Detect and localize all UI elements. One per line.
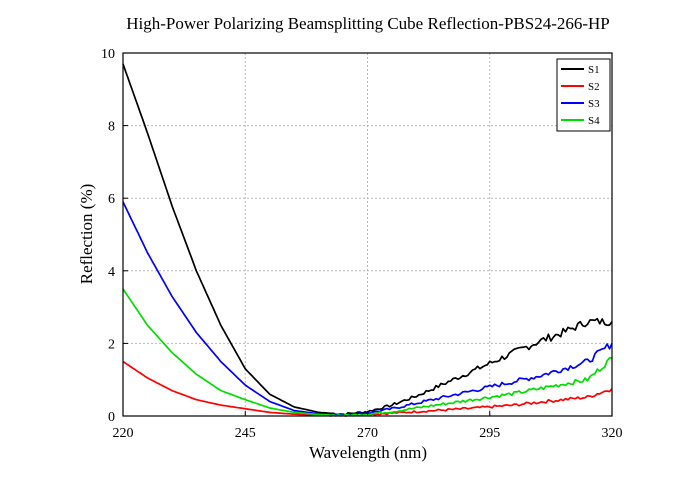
legend: S1 S2 S3 S4 <box>556 58 611 132</box>
legend-label-s3: S3 <box>588 98 600 110</box>
y-tick-label: 2 <box>108 337 115 352</box>
y-tick-label: 10 <box>101 47 115 62</box>
legend-label-s1: S1 <box>588 64 600 76</box>
y-axis-label: Reflection (%) <box>77 184 96 285</box>
grid <box>123 53 612 416</box>
legend-label-s2: S2 <box>588 81 600 93</box>
legend-label-s4: S4 <box>588 115 600 127</box>
x-tick-label: 320 <box>602 426 623 441</box>
y-tick-label: 6 <box>108 192 115 207</box>
chart-title: High-Power Polarizing Beamsplitting Cube… <box>126 14 610 33</box>
series-lines <box>122 63 613 417</box>
series-line-s4 <box>122 288 613 417</box>
x-tick-label: 270 <box>357 426 378 441</box>
x-tick-label: 295 <box>479 426 500 441</box>
axes: 220 245 270 295 320 0 2 4 6 8 10 <box>101 47 623 441</box>
y-tick-label: 4 <box>108 265 115 280</box>
x-tick-label: 220 <box>113 426 134 441</box>
x-axis-label: Wavelength (nm) <box>309 443 427 462</box>
x-tick-label: 245 <box>235 426 256 441</box>
y-tick-label: 8 <box>108 120 115 135</box>
y-tick-label: 0 <box>108 410 115 425</box>
